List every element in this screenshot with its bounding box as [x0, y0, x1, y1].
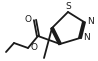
Text: O: O: [31, 43, 38, 53]
Text: S: S: [65, 2, 71, 11]
Text: N: N: [83, 33, 90, 43]
Text: N: N: [87, 18, 94, 26]
Text: O: O: [25, 15, 32, 25]
